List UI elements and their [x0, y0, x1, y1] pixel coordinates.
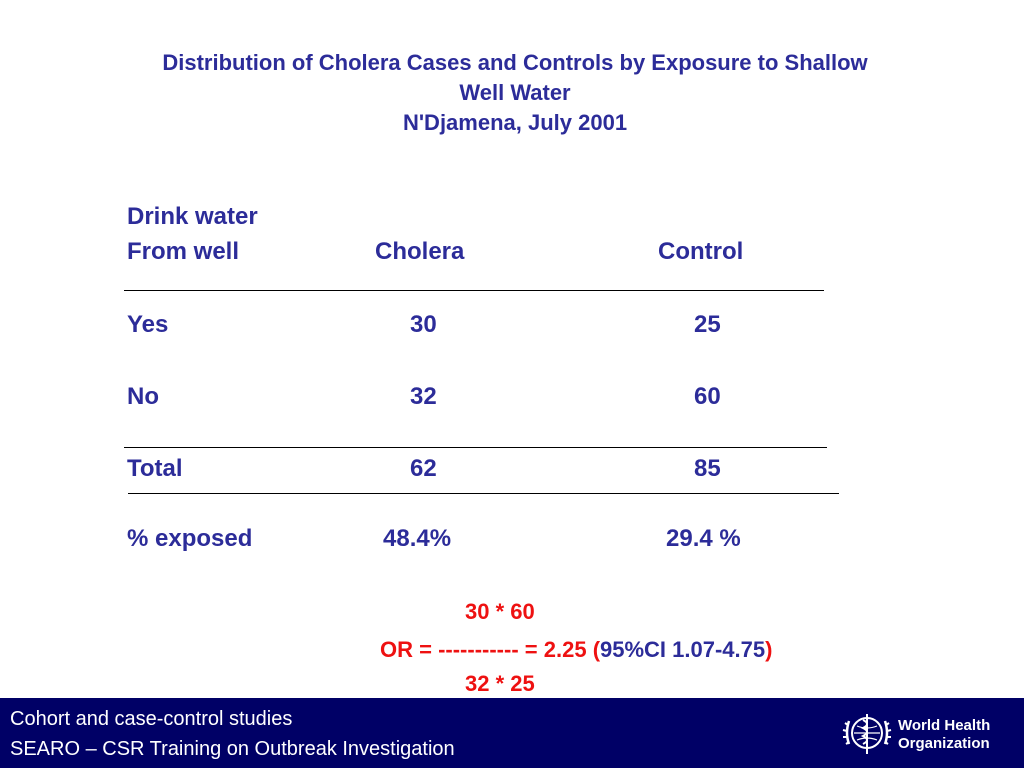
row-yes-label: Yes [127, 311, 168, 339]
row-no-control: 60 [694, 383, 721, 411]
header-rule [124, 290, 824, 291]
row-no-cholera: 32 [410, 383, 437, 411]
header-drink-water: Drink water [127, 203, 258, 231]
ci-range: 95%CI 1.07-4.75 [600, 637, 765, 662]
title-line-1: Distribution of Cholera Cases and Contro… [0, 48, 1024, 78]
footer-training-name: SEARO – CSR Training on Outbreak Investi… [10, 737, 455, 761]
logo-text-line-1: World Health [898, 717, 990, 734]
row-total-control: 85 [694, 455, 721, 483]
or-numerator: 30 * 60 [465, 598, 535, 626]
row-no-label: No [127, 383, 159, 411]
subtotal-rule [124, 447, 827, 448]
header-cholera: Cholera [375, 238, 464, 266]
total-rule [128, 493, 839, 494]
row-total-label: Total [127, 455, 183, 483]
row-yes-cholera: 30 [410, 311, 437, 339]
footer-course-title: Cohort and case-control studies [10, 707, 292, 731]
ci-close-paren: ) [765, 637, 772, 662]
footer-bar: Cohort and case-control studies SEARO – … [0, 698, 1024, 768]
or-value: OR = ----------- = 2.25 [380, 637, 587, 662]
title-line-2: Well Water [0, 78, 1024, 108]
ci-open-paren: ( [593, 637, 600, 662]
row-exposed-label: % exposed [127, 525, 252, 553]
row-yes-control: 25 [694, 311, 721, 339]
who-logo: World Health Organization [842, 708, 1014, 760]
header-from-well: From well [127, 238, 239, 266]
row-exposed-cholera: 48.4% [383, 525, 451, 553]
or-denominator: 32 * 25 [465, 670, 535, 698]
or-equation: OR = ----------- = 2.25 (95%CI 1.07-4.75… [380, 636, 772, 664]
title-line-3: N'Djamena, July 2001 [0, 108, 1024, 138]
who-emblem-icon [842, 708, 892, 760]
header-control: Control [658, 238, 743, 266]
logo-text-line-2: Organization [898, 735, 990, 752]
row-total-cholera: 62 [410, 455, 437, 483]
row-exposed-control: 29.4 % [666, 525, 741, 553]
slide-title: Distribution of Cholera Cases and Contro… [0, 48, 1024, 138]
